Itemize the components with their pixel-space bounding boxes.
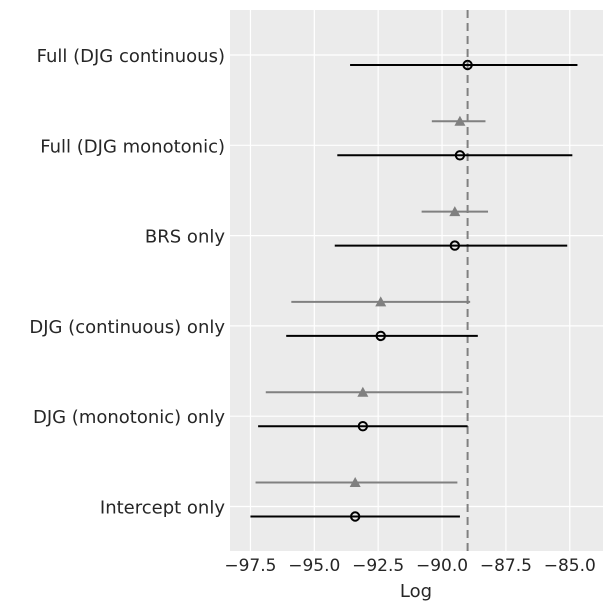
x-tick-label: −87.5 (480, 556, 532, 576)
series-layer (250, 59, 578, 522)
x-tick-label: −97.5 (224, 556, 276, 576)
plot-background (230, 10, 603, 551)
point-marker-triangle (357, 386, 369, 397)
category-label: Intercept only (100, 498, 225, 519)
category-label: DJG (monotonic) only (33, 407, 225, 428)
category-label: DJG (continuous) only (29, 317, 225, 338)
point-marker-triangle (349, 477, 361, 487)
x-tick-label: −85.0 (544, 556, 596, 576)
x-tick-label: −90.0 (416, 556, 468, 576)
point-marker-circle (449, 240, 461, 251)
point-marker-circle (462, 59, 473, 71)
category-label: Full (DJG continuous) (37, 46, 225, 67)
point-marker-circle (375, 330, 386, 342)
grid-lines (230, 10, 603, 551)
category-label: Full (DJG monotonic) (40, 136, 225, 157)
category-labels: Full (DJG continuous) Full (DJG monotonic… (29, 46, 225, 519)
point-marker-circle (357, 421, 369, 432)
x-tick-label: −95.0 (288, 556, 340, 576)
point-marker-triangle (449, 206, 461, 217)
point-marker-circle (349, 511, 361, 522)
point-marker-triangle (454, 115, 466, 126)
point-marker-triangle (375, 296, 387, 307)
x-axis-ticks: −97.5 −95.0 −92.5 −90.0 −87.5 −85.0 (224, 556, 595, 576)
x-tick-label: −92.5 (352, 556, 404, 576)
category-label: BRS only (145, 227, 225, 248)
point-marker-circle (454, 150, 466, 161)
x-axis-label: Log (400, 581, 432, 602)
